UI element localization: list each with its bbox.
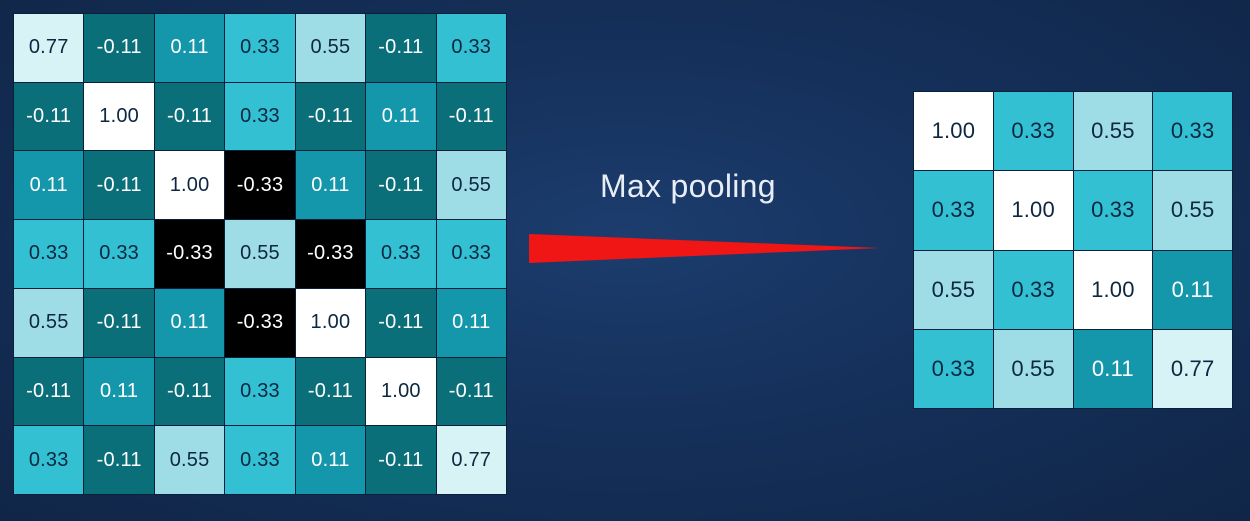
input-cell-r1-c2: -0.11	[154, 82, 225, 151]
input-cell-r0-c4: 0.55	[295, 14, 366, 82]
output-cell-r2-c3: 0.11	[1153, 250, 1232, 329]
output-cell-r2-c2: 1.00	[1073, 250, 1153, 329]
input-cell-r3-c6: 0.33	[436, 220, 506, 288]
input-cell-r5-c6: -0.11	[436, 357, 506, 426]
arrow-icon	[529, 234, 880, 263]
input-cell-r0-c1: -0.11	[84, 14, 154, 82]
output-cell-r3-c1: 0.55	[993, 329, 1073, 408]
input-cell-r0-c3: 0.33	[225, 14, 295, 82]
input-cell-r6-c1: -0.11	[84, 426, 154, 494]
input-cell-r6-c2: 0.55	[154, 426, 225, 494]
output-cell-r0-c0: 1.00	[914, 92, 993, 171]
output-cell-r1-c1: 1.00	[993, 171, 1073, 250]
output-cell-r3-c0: 0.33	[914, 329, 993, 408]
input-cell-r1-c4: -0.11	[295, 82, 366, 151]
input-cell-r2-c0: 0.11	[14, 151, 84, 220]
input-cell-r4-c5: -0.11	[366, 288, 436, 357]
input-cell-r1-c5: 0.11	[366, 82, 436, 151]
input-cell-r2-c3: -0.33	[225, 151, 295, 220]
input-cell-r2-c5: -0.11	[366, 151, 436, 220]
input-cell-r6-c3: 0.33	[225, 426, 295, 494]
output-cell-r0-c3: 0.33	[1153, 92, 1232, 171]
pooled-feature-map: 1.00 0.33 0.55 0.33 0.33 1.00 0.33 0.55 0.55 0.33…	[913, 91, 1233, 409]
input-cell-r6-c6: 0.77	[436, 426, 506, 494]
output-cell-r3-c3: 0.77	[1153, 329, 1232, 408]
input-cell-r5-c3: 0.33	[225, 357, 295, 426]
output-cell-r0-c2: 0.55	[1073, 92, 1153, 171]
input-cell-r5-c4: -0.11	[295, 357, 366, 426]
input-cell-r2-c6: 0.55	[436, 151, 506, 220]
input-cell-r5-c1: 0.11	[84, 357, 154, 426]
output-cell-r1-c2: 0.33	[1073, 171, 1153, 250]
output-cell-r2-c0: 0.55	[914, 250, 993, 329]
input-cell-r4-c3: -0.33	[225, 288, 295, 357]
input-cell-r4-c2: 0.11	[154, 288, 225, 357]
input-cell-r4-c0: 0.55	[14, 288, 84, 357]
input-cell-r3-c2: -0.33	[154, 220, 225, 288]
input-cell-r3-c0: 0.33	[14, 220, 84, 288]
input-cell-r3-c1: 0.33	[84, 220, 154, 288]
input-cell-r1-c3: 0.33	[225, 82, 295, 151]
input-cell-r2-c1: -0.11	[84, 151, 154, 220]
output-cell-r1-c3: 0.55	[1153, 171, 1232, 250]
input-cell-r5-c5: 1.00	[366, 357, 436, 426]
input-cell-r2-c4: 0.11	[295, 151, 366, 220]
input-cell-r4-c4: 1.00	[295, 288, 366, 357]
input-cell-r5-c0: -0.11	[14, 357, 84, 426]
output-cell-r3-c2: 0.11	[1073, 329, 1153, 408]
input-cell-r2-c2: 1.00	[154, 151, 225, 220]
input-cell-r5-c2: -0.11	[154, 357, 225, 426]
output-cell-r0-c1: 0.33	[993, 92, 1073, 171]
max-pooling-label: Max pooling	[600, 168, 776, 204]
input-cell-r1-c1: 1.00	[84, 82, 154, 151]
input-cell-r6-c4: 0.11	[295, 426, 366, 494]
input-cell-r3-c4: -0.33	[295, 220, 366, 288]
input-cell-r4-c1: -0.11	[84, 288, 154, 357]
output-cell-r2-c1: 0.33	[993, 250, 1073, 329]
arrow-shape	[529, 234, 880, 263]
input-cell-r0-c0: 0.77	[14, 14, 84, 82]
input-cell-r3-c5: 0.33	[366, 220, 436, 288]
output-cell-r1-c0: 0.33	[914, 171, 993, 250]
input-cell-r0-c5: -0.11	[366, 14, 436, 82]
input-cell-r4-c6: 0.11	[436, 288, 506, 357]
input-cell-r1-c0: -0.11	[14, 82, 84, 151]
input-cell-r6-c0: 0.33	[14, 426, 84, 494]
input-cell-r0-c6: 0.33	[436, 14, 506, 82]
input-cell-r3-c3: 0.55	[225, 220, 295, 288]
input-feature-map: 0.77 -0.11 0.11 0.33 0.55 -0.11 0.33 -0.11 1.00-…	[13, 13, 507, 495]
input-cell-r6-c5: -0.11	[366, 426, 436, 494]
input-cell-r0-c2: 0.11	[154, 14, 225, 82]
input-cell-r1-c6: -0.11	[436, 82, 506, 151]
